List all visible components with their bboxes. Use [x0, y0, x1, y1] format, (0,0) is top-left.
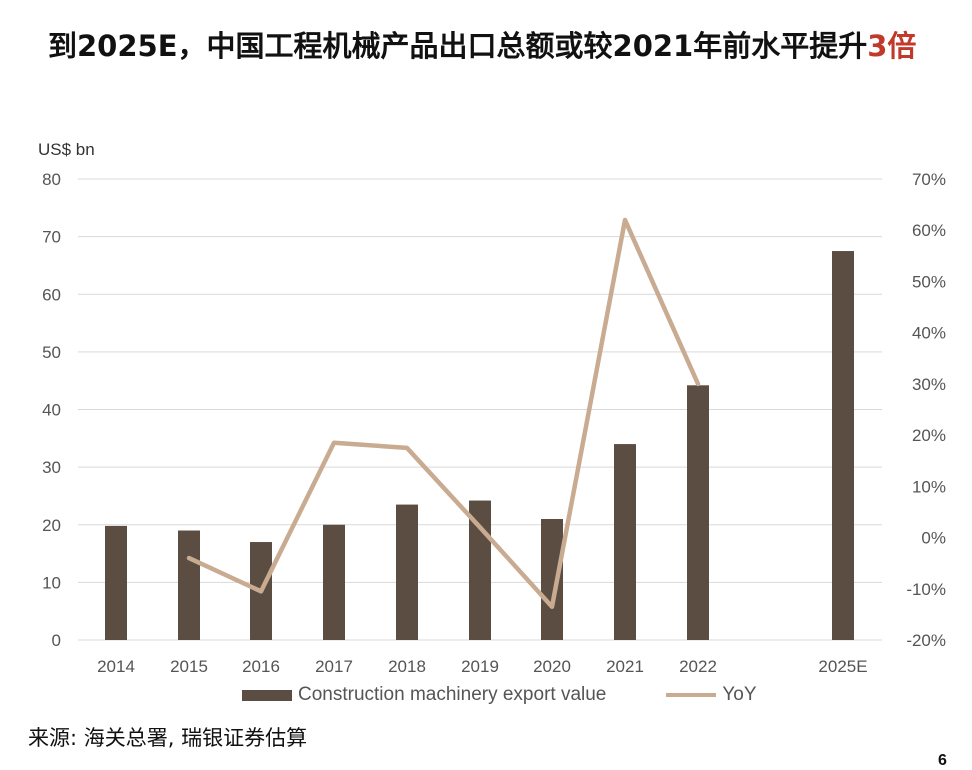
right-axis-tick-label: 50% [912, 272, 946, 291]
right-axis-tick-label: 30% [912, 375, 946, 394]
right-axis-tick-label: 40% [912, 324, 946, 343]
left-axis-tick-label: 70 [42, 228, 61, 247]
right-axis-tick-label: 20% [912, 426, 946, 445]
right-axis-tick-label: -20% [906, 631, 946, 650]
left-axis-tick-label: 40 [42, 401, 61, 420]
left-axis-tick-label: 0 [52, 631, 61, 650]
legend-bar-swatch [242, 690, 292, 701]
right-axis-tick-label: 70% [912, 170, 946, 189]
x-axis-tick-label: 2017 [315, 657, 353, 676]
page-number: 6 [938, 752, 947, 770]
left-axis-tick-label: 60 [42, 285, 61, 304]
x-axis-tick-label: 2016 [242, 657, 280, 676]
left-axis-tick-label: 20 [42, 516, 61, 535]
bar [541, 519, 563, 640]
x-axis-tick-label: 2025E [818, 657, 867, 676]
legend-bar-label: Construction machinery export value [298, 684, 606, 706]
x-axis-tick-label: 2014 [97, 657, 135, 676]
right-axis-tick-label: 10% [912, 477, 946, 496]
x-axis-tick-label: 2022 [679, 657, 717, 676]
left-axis-tick-label: 50 [42, 343, 61, 362]
x-axis-tick-label: 2019 [461, 657, 499, 676]
legend-line-swatch [666, 693, 716, 697]
bar [614, 444, 636, 640]
x-axis-tick-label: 2020 [533, 657, 571, 676]
bar [832, 251, 854, 640]
x-axis-tick-label: 2015 [170, 657, 208, 676]
x-axis-tick-label: 2018 [388, 657, 426, 676]
right-axis-tick-label: 60% [912, 221, 946, 240]
bar [178, 531, 200, 640]
bar [323, 525, 345, 640]
source-note: 来源: 海关总署, 瑞银证券估算 [28, 722, 307, 752]
left-axis-tick-label: 10 [42, 573, 61, 592]
chart-legend: Construction machinery export value YoY [242, 684, 757, 706]
left-axis-tick-label: 80 [42, 170, 61, 189]
bar [105, 526, 127, 640]
right-axis-tick-label: 0% [921, 529, 946, 548]
x-axis-tick-label: 2021 [606, 657, 644, 676]
bar [687, 385, 709, 640]
right-axis-tick-label: -10% [906, 580, 946, 599]
legend-line-label: YoY [722, 684, 756, 706]
left-axis-tick-label: 30 [42, 458, 61, 477]
bar [396, 505, 418, 640]
